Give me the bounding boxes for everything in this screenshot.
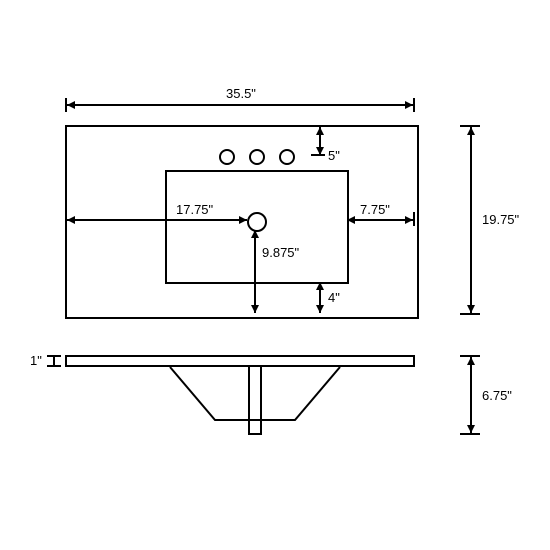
drain-stem [260,367,262,435]
dim-thickness: 1" [30,353,42,368]
bowl-profile [0,0,550,550]
dim-side-height: 6.75" [482,388,512,403]
drain-stem [248,367,250,435]
dim-line [470,357,472,433]
dimension-drawing: 35.5" 19.75" 5" 17.75" 7.75" 9.875" 4" 1… [0,0,550,550]
